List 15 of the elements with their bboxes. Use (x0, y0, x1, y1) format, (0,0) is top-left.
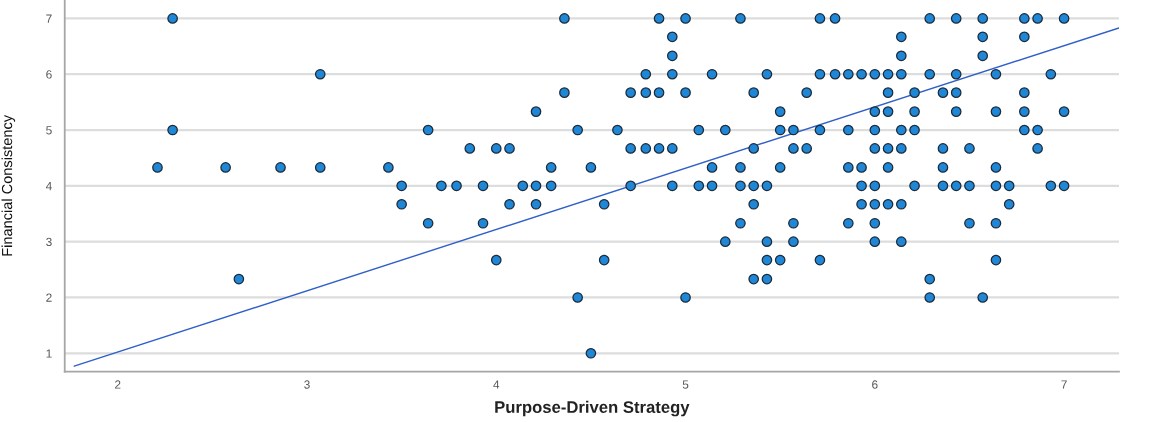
x-tick-label: 5 (682, 380, 689, 389)
x-tick-label: 3 (304, 380, 310, 389)
y-tick-label: 2 (46, 293, 52, 302)
y-tick-label: 7 (46, 14, 52, 23)
x-tick-label: 2 (115, 380, 121, 389)
x-tick-label: 6 (872, 380, 878, 389)
y-tick-label: 4 (45, 182, 52, 191)
y-tick-label: 6 (46, 70, 52, 79)
x-axis-title: Purpose-Driven Strategy (495, 400, 690, 417)
y-tick-label: 1 (46, 349, 52, 358)
y-axis-title: Financial Consistency (1, 114, 16, 256)
y-tick-label: 3 (46, 237, 52, 247)
x-tick-label: 4 (493, 380, 500, 389)
x-tick-label: 7 (1061, 380, 1067, 389)
y-tick-label: 5 (46, 126, 52, 135)
